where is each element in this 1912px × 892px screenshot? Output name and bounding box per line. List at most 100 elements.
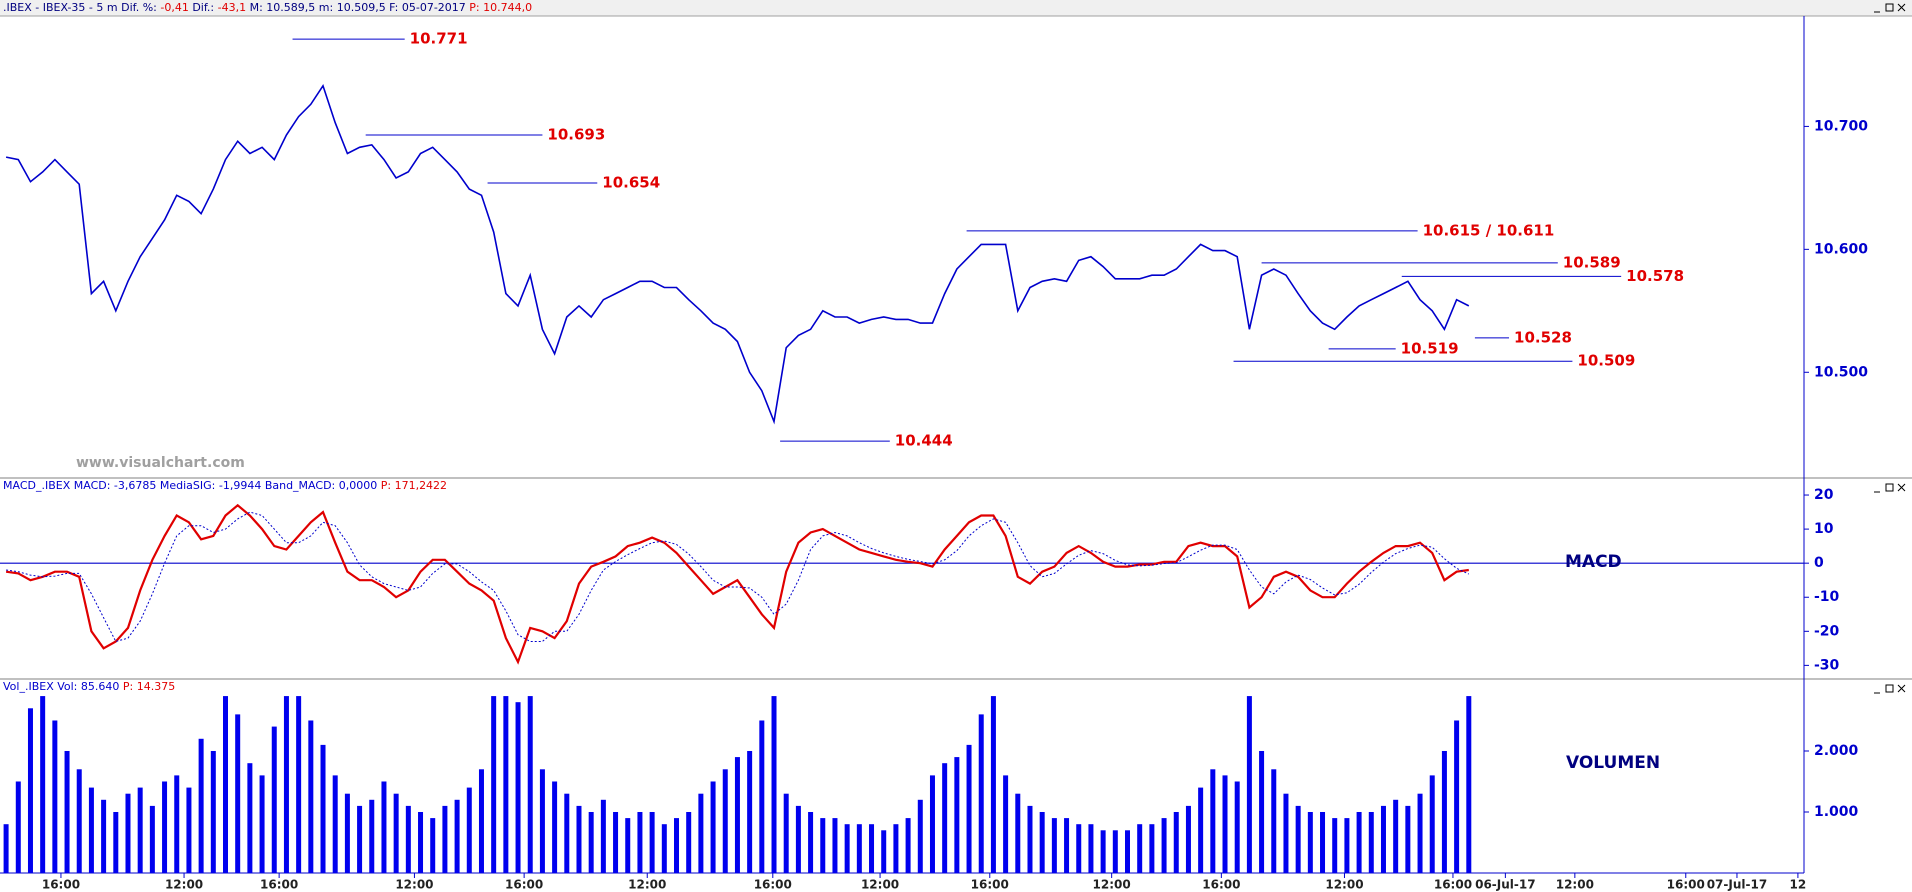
volume-bar bbox=[101, 799, 107, 873]
x-tick-label: 16:00 bbox=[1202, 878, 1240, 892]
volume-bar bbox=[1222, 775, 1228, 873]
header-segment: .IBEX - IBEX-35 - 5 m Dif. %: bbox=[3, 1, 157, 14]
volume-bar bbox=[869, 824, 875, 873]
volume-bar bbox=[637, 811, 643, 873]
volume-bar bbox=[15, 781, 21, 873]
panel-header: MACD_.IBEX MACD: -3,6785 MediaSIG: -1,99… bbox=[3, 479, 447, 492]
maximize-button[interactable] bbox=[1885, 684, 1894, 693]
window-buttons[interactable] bbox=[1874, 3, 1906, 694]
volume-bar bbox=[1454, 720, 1460, 873]
x-tick-label: 12:00 bbox=[1556, 878, 1594, 892]
header-segment: P: 171,2422 bbox=[381, 479, 447, 492]
volume-bar bbox=[88, 787, 94, 873]
volume-bar bbox=[1198, 787, 1204, 873]
volume-bar bbox=[1088, 824, 1094, 873]
volume-bar bbox=[1051, 818, 1057, 873]
x-tick-label: 16:00 bbox=[260, 878, 298, 892]
header-segment: Dif.: bbox=[192, 1, 214, 14]
volume-bar bbox=[686, 811, 692, 873]
x-tick-label: 12:00 bbox=[628, 878, 666, 892]
header-segment: -43,1 bbox=[218, 1, 246, 14]
maximize-button[interactable] bbox=[1885, 3, 1894, 12]
maximize-button[interactable] bbox=[1885, 483, 1894, 492]
x-tick-label: 16:00 bbox=[754, 878, 792, 892]
volume-bar bbox=[1380, 805, 1386, 873]
volume-bar bbox=[1112, 830, 1118, 873]
volume-bar bbox=[1210, 769, 1216, 873]
series-line bbox=[5, 83, 1470, 425]
level-label: 10.654 bbox=[602, 173, 660, 191]
volume-bar bbox=[600, 799, 606, 873]
volume-bar bbox=[747, 750, 753, 873]
volume-bar bbox=[320, 744, 326, 873]
header-segment: MACD_.IBEX MACD: -3,6785 MediaSIG: -1,99… bbox=[3, 479, 377, 492]
volume-bar bbox=[186, 787, 192, 873]
close-button[interactable] bbox=[1897, 483, 1906, 492]
level-label: 10.615 / 10.611 bbox=[1423, 221, 1555, 239]
volume-bar bbox=[442, 805, 448, 873]
volume-bar bbox=[283, 696, 289, 873]
header-bar bbox=[0, 0, 1912, 16]
volume-bar bbox=[1344, 818, 1350, 873]
x-tick-label: 16:00 bbox=[505, 878, 543, 892]
volume-bar bbox=[40, 696, 46, 873]
x-tick-label: 12:00 bbox=[1093, 878, 1131, 892]
volume-bar bbox=[1356, 811, 1362, 873]
volume-bar bbox=[905, 818, 911, 873]
y-tick-label: 10 bbox=[1814, 521, 1834, 537]
volume-bar bbox=[1015, 793, 1021, 873]
volume-bar bbox=[1100, 830, 1106, 873]
volume-bar bbox=[698, 793, 704, 873]
x-tick-label: 07-Jul-17 bbox=[1707, 878, 1767, 892]
volume-bar bbox=[478, 769, 484, 873]
volume-bar bbox=[808, 811, 814, 873]
volume-bar bbox=[174, 775, 180, 873]
volume-bar bbox=[430, 818, 436, 873]
volume-bar bbox=[734, 757, 740, 873]
y-tick-label: 10.500 bbox=[1814, 364, 1868, 380]
volume-bar bbox=[942, 763, 948, 873]
y-tick-label: 20 bbox=[1814, 487, 1834, 503]
close-button[interactable] bbox=[1897, 684, 1906, 693]
volume-bar bbox=[454, 799, 460, 873]
volume-bar bbox=[1149, 824, 1155, 873]
volume-bar bbox=[405, 805, 411, 873]
volume-bar bbox=[466, 787, 472, 873]
volume-bar bbox=[893, 824, 899, 873]
volume-bar bbox=[332, 775, 338, 873]
plot-area bbox=[3, 696, 1472, 873]
volume-bar bbox=[1283, 793, 1289, 873]
volume-bar bbox=[503, 696, 509, 873]
volume-bar bbox=[539, 769, 545, 873]
y-tick-label: -30 bbox=[1814, 657, 1840, 673]
volume-bar bbox=[527, 696, 533, 873]
volume-bar bbox=[149, 805, 155, 873]
volume-bar bbox=[125, 793, 131, 873]
panel-label: MACD bbox=[1565, 552, 1622, 572]
volume-bar bbox=[674, 818, 679, 873]
series-line bbox=[6, 511, 1470, 643]
x-tick-label: 16:00 bbox=[1434, 878, 1472, 892]
y-tick-label: 1.000 bbox=[1814, 804, 1859, 820]
volume-bar bbox=[759, 720, 765, 873]
volume-bar bbox=[393, 793, 399, 873]
x-tick-label: 12:00 bbox=[861, 878, 899, 892]
level-label: 10.519 bbox=[1401, 339, 1459, 357]
volume-bar bbox=[1137, 824, 1143, 873]
series-line bbox=[5, 503, 1469, 665]
volume-bar bbox=[820, 818, 826, 873]
volume-bar bbox=[1259, 750, 1265, 873]
y-tick-label: -20 bbox=[1814, 623, 1840, 639]
volume-bar bbox=[722, 769, 728, 873]
level-label: 10.578 bbox=[1626, 267, 1684, 285]
volume-bar bbox=[710, 781, 716, 873]
level-label: 10.589 bbox=[1563, 253, 1621, 271]
volume-bar bbox=[783, 793, 789, 873]
x-tick-label: 12:00 bbox=[1325, 878, 1363, 892]
volume-bar bbox=[844, 824, 850, 873]
y-tick-label: -10 bbox=[1814, 589, 1840, 605]
header-segment: P: 14.375 bbox=[123, 680, 175, 693]
close-button[interactable] bbox=[1897, 3, 1906, 12]
